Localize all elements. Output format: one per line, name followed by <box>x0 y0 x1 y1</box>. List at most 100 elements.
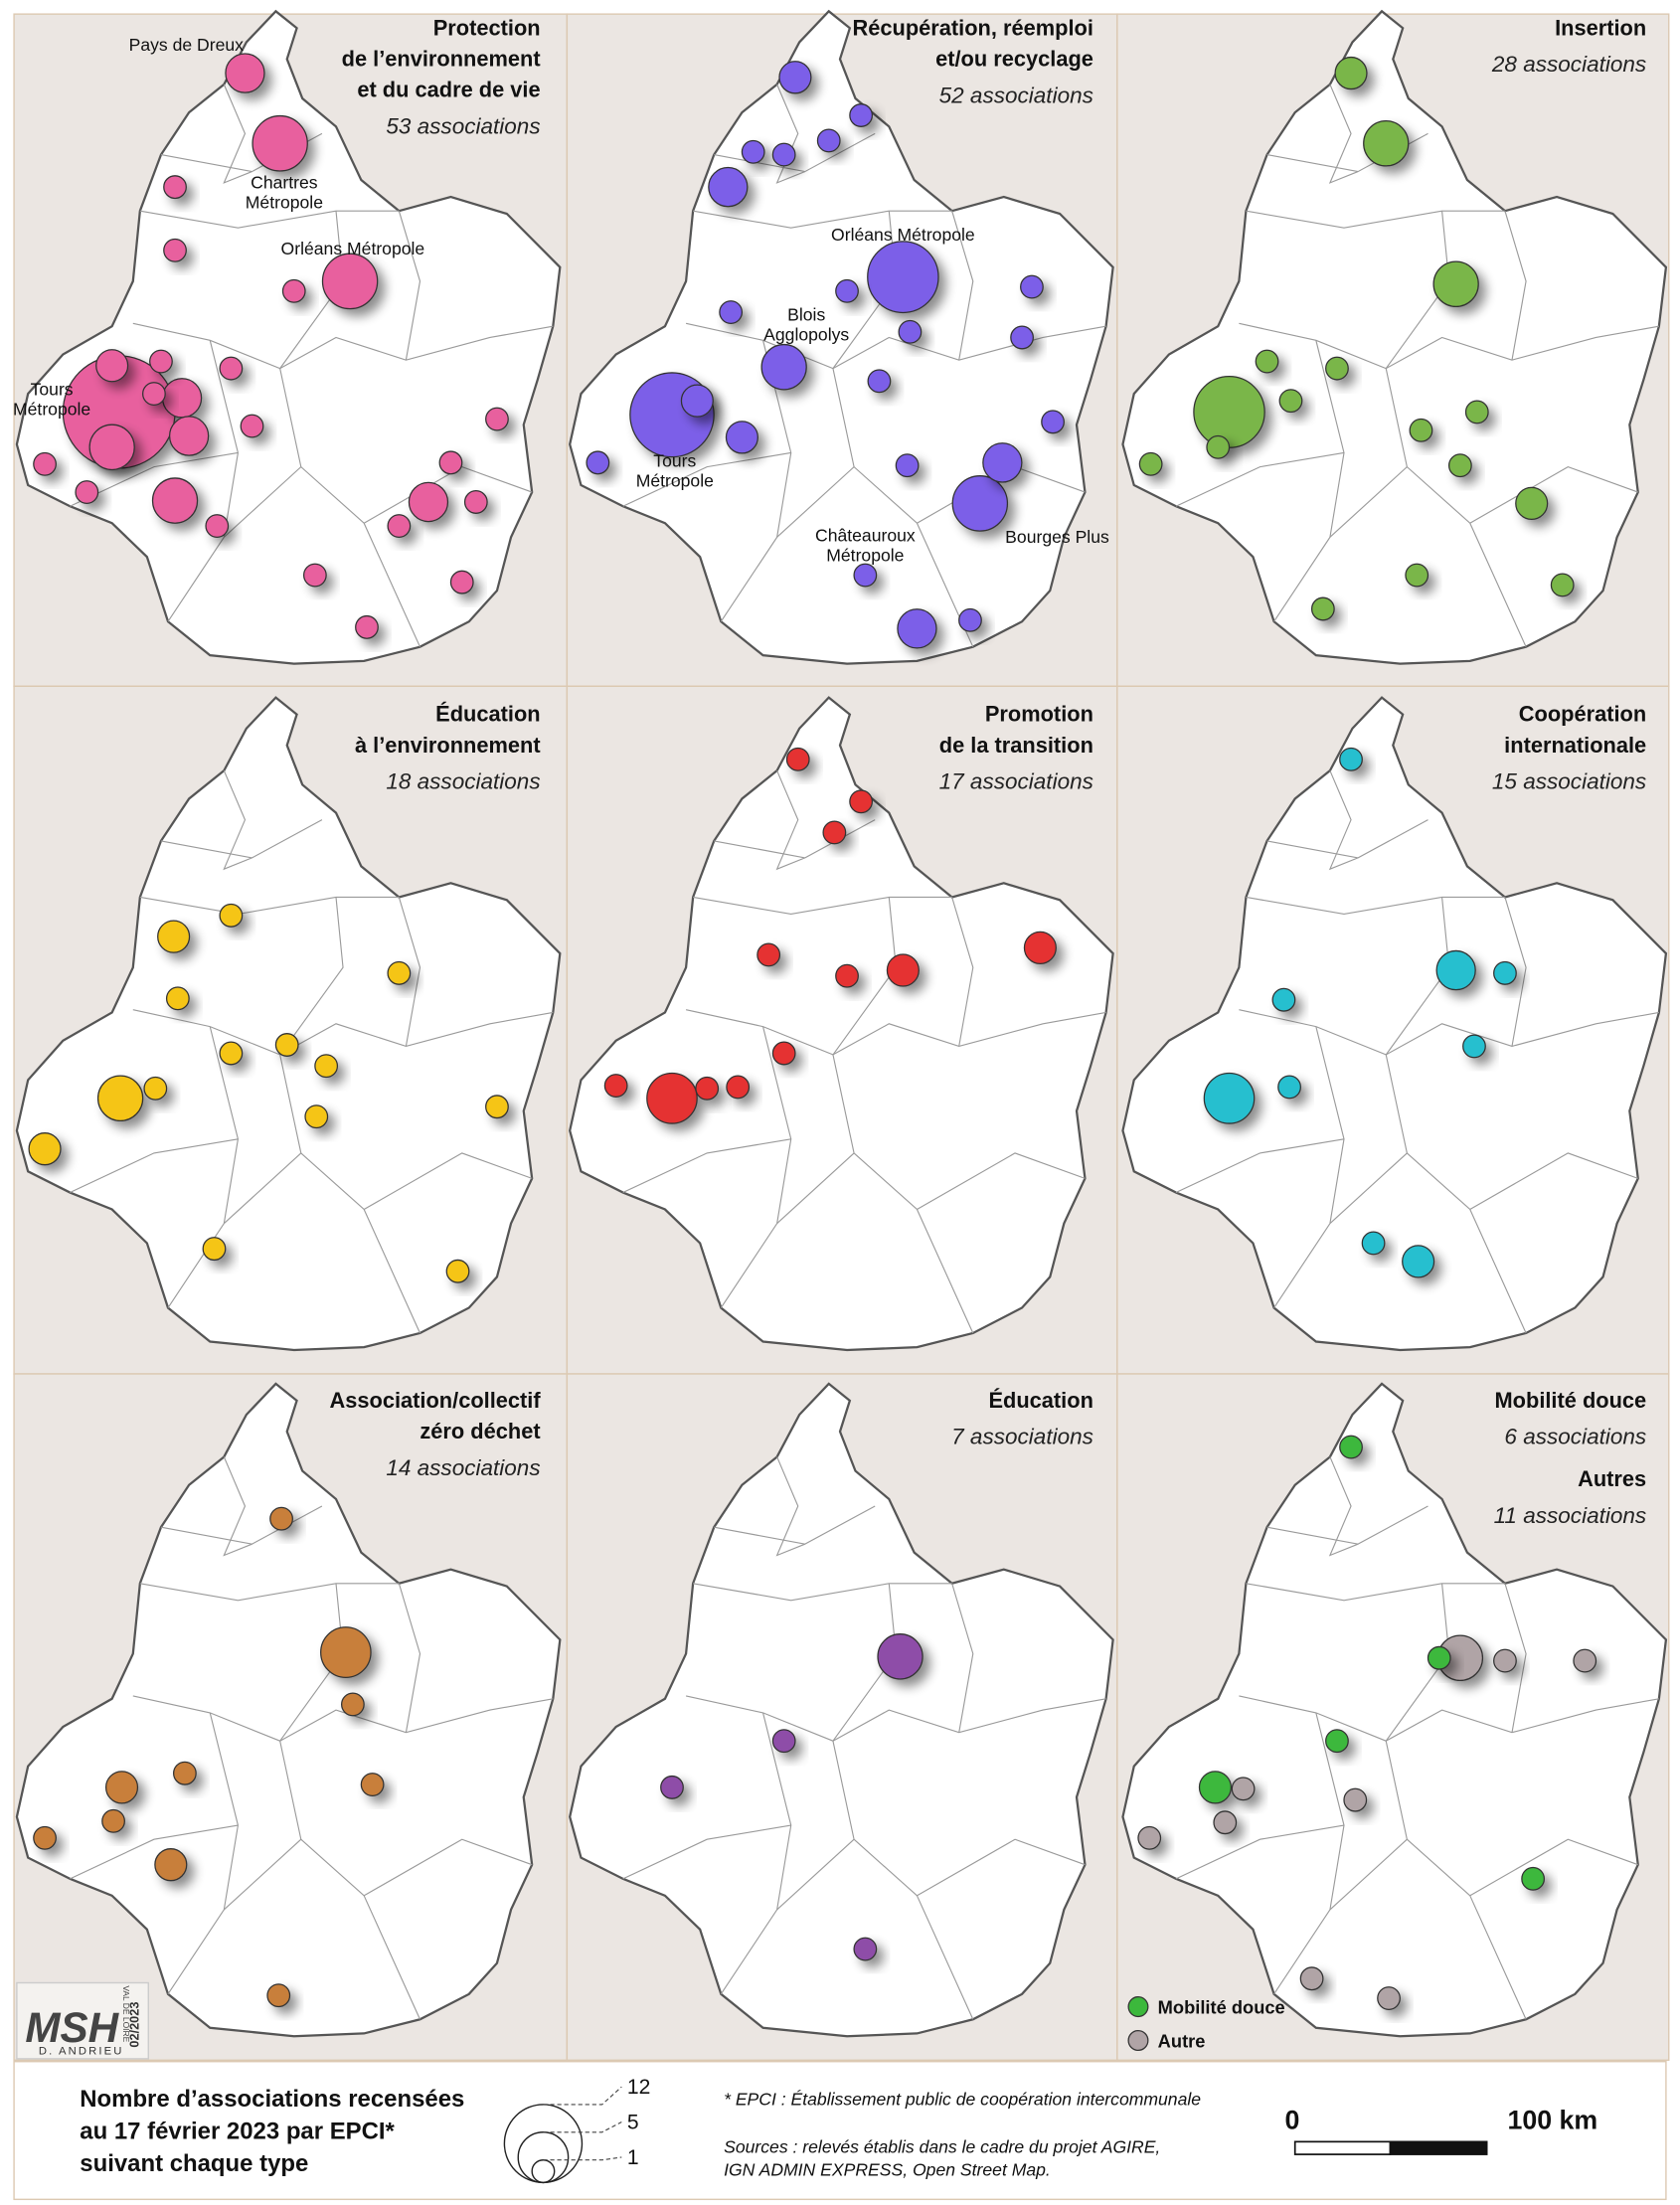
association-circle <box>104 1771 139 1804</box>
association-circle <box>1427 1645 1451 1670</box>
association-circle <box>680 384 714 418</box>
association-circle <box>485 407 509 431</box>
association-circle <box>853 1937 878 1961</box>
association-circle <box>143 1076 168 1101</box>
association-circle <box>877 1633 924 1680</box>
footer-title: suivant chaque type <box>80 2150 308 2177</box>
panel-title: internationale <box>1504 733 1646 758</box>
association-circle <box>240 414 264 438</box>
place-label: Métropole <box>13 399 90 419</box>
association-circle <box>340 1692 365 1717</box>
panel: Éducation à l’environnement 18 association… <box>15 696 562 1352</box>
association-circle <box>1573 1648 1597 1673</box>
panel: Promotion de la transition 17 associations <box>569 696 1114 1352</box>
size-legend-leader <box>543 2086 622 2106</box>
legend-swatch <box>1127 2029 1149 2052</box>
panel-count: 52 associations <box>939 83 1093 107</box>
association-circle <box>151 477 199 524</box>
footer-background <box>13 2061 1667 2201</box>
size-legend-leader <box>543 2156 622 2161</box>
association-circle <box>1325 356 1349 381</box>
panel-title: Récupération, réemploi <box>852 15 1092 40</box>
association-circle <box>785 747 810 771</box>
association-circle <box>816 128 841 153</box>
footer-title: au 17 février 2023 par EPCI* <box>80 2118 395 2144</box>
association-circle <box>163 175 187 200</box>
association-circle <box>161 378 203 419</box>
association-circle <box>95 349 129 383</box>
panel: Mobilité douce 6 associations Mobilité dou… <box>1121 1382 1668 2052</box>
association-circle <box>1325 1729 1349 1754</box>
association-circle <box>33 1825 57 1850</box>
place-label: Blois <box>787 304 825 324</box>
association-circle <box>1447 453 1472 478</box>
panel-title: et du cadre de vie <box>357 78 540 102</box>
panel: Association/collectif zéro déchet 14 assoc… <box>15 1382 562 2038</box>
association-circle <box>760 343 807 391</box>
association-circle <box>726 1075 751 1100</box>
association-circle <box>1432 260 1479 308</box>
association-circle <box>1271 987 1296 1012</box>
size-legend-circle <box>531 2159 556 2184</box>
panel-title: Promotion <box>985 702 1093 727</box>
association-circle <box>75 480 99 505</box>
association-circle <box>281 278 306 303</box>
association-circle <box>741 139 765 164</box>
association-circle <box>168 416 210 456</box>
association-circle <box>1138 451 1163 476</box>
association-circle <box>355 614 379 639</box>
association-circle <box>897 608 937 649</box>
size-legend-label: 12 <box>627 2076 650 2099</box>
size-legend-label: 1 <box>627 2146 639 2169</box>
association-circle <box>1363 120 1410 167</box>
association-circle <box>1339 1435 1363 1459</box>
association-circle <box>586 450 610 475</box>
association-circle <box>463 490 488 514</box>
logo-background <box>16 1981 149 2060</box>
size-legend-leader <box>543 2121 622 2133</box>
panel-title: Coopération <box>1519 702 1646 727</box>
association-circle <box>149 349 173 374</box>
scale-start: 0 <box>1284 2106 1299 2135</box>
association-circle <box>771 142 796 167</box>
footnote: * EPCI : Établissement public de coopéra… <box>724 2090 1201 2110</box>
association-circle <box>895 453 920 478</box>
association-circle <box>165 986 190 1011</box>
association-circle <box>445 1259 470 1283</box>
association-circle <box>101 1808 125 1833</box>
panel-title: Éducation <box>988 1388 1092 1413</box>
panel-title: à l’environnement <box>355 733 541 758</box>
association-circle <box>142 382 166 407</box>
association-circle <box>1377 1986 1401 2011</box>
association-circle <box>867 369 892 394</box>
association-circle <box>408 481 449 523</box>
association-circle <box>387 960 412 985</box>
association-circle <box>646 1072 698 1124</box>
sources: Sources : relevés établis dans le cadre … <box>724 2137 1160 2157</box>
place-label: Chartres <box>251 173 318 193</box>
association-circle <box>1041 410 1065 434</box>
place-label: Métropole <box>636 470 714 490</box>
legend-label: Mobilité douce <box>1158 1997 1285 2018</box>
association-circle <box>172 1761 197 1785</box>
association-circle <box>1550 573 1575 597</box>
association-circle <box>304 1104 329 1129</box>
association-circle <box>756 942 781 967</box>
association-circle <box>485 1095 509 1119</box>
association-circle <box>438 450 463 475</box>
credit-author: D. ANDRIEU <box>39 2046 124 2058</box>
association-circle <box>1213 1810 1238 1835</box>
association-circle <box>898 319 923 344</box>
association-circle <box>1231 1777 1256 1801</box>
association-circle <box>725 421 758 454</box>
logo: MSH <box>25 2004 119 2051</box>
size-legend-label: 5 <box>627 2112 639 2134</box>
association-circle <box>1343 1787 1368 1812</box>
association-circle <box>1334 56 1368 90</box>
association-circle <box>274 1033 299 1057</box>
credit-date: 02/2023 <box>127 2002 141 2048</box>
association-circle <box>1462 1034 1486 1059</box>
association-circle <box>1402 1245 1435 1278</box>
association-circle <box>96 1075 144 1122</box>
association-circle <box>1405 563 1429 588</box>
